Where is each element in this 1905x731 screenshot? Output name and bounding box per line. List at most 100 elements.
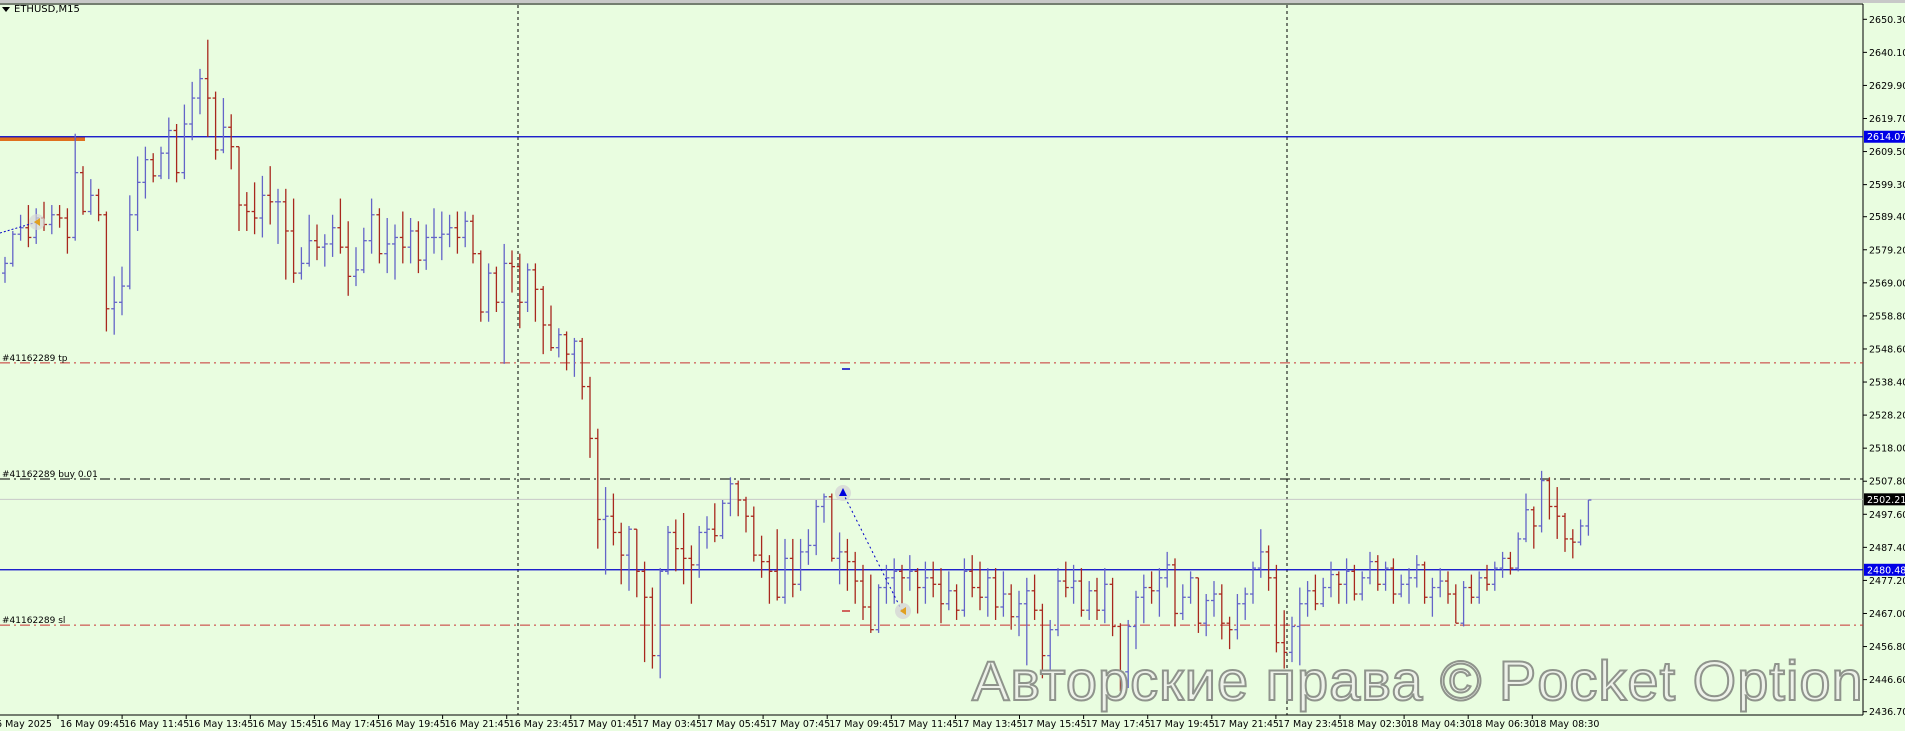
ohlc-bar: [1523, 493, 1529, 543]
ohlc-bar: [743, 496, 749, 533]
ohlc-bar: [337, 198, 344, 254]
ohlc-bar: [532, 263, 539, 322]
ohlc-bar: [1328, 561, 1334, 598]
ohlc-bar: [1016, 590, 1022, 637]
ohlc-bar: [1086, 581, 1093, 620]
time-tick-label: 18 May 04:30: [1406, 719, 1471, 730]
ohlc-bar: [415, 221, 422, 274]
ohlc-bar: [1515, 532, 1522, 572]
ohlc-bar: [329, 214, 336, 257]
ohlc-bar: [1179, 584, 1186, 620]
ohlc-bar: [992, 568, 999, 620]
ohlc-bar: [470, 214, 476, 264]
ohlc-bar: [282, 188, 289, 280]
ohlc-bar: [134, 156, 141, 231]
ohlc-bar: [1039, 603, 1046, 679]
ohlc-bar: [1055, 568, 1061, 637]
ohlc-bar: [204, 39, 211, 137]
ohlc-bar: [1226, 616, 1233, 650]
ohlc-bar: [1538, 470, 1545, 533]
time-tick-label: 17 May 07:45: [765, 719, 830, 730]
ohlc-bar: [844, 538, 851, 591]
ohlc-bar: [384, 218, 391, 274]
time-tick-label: 18 May 06:30: [1470, 719, 1535, 730]
ohlc-bar: [1242, 587, 1249, 620]
ohlc-bar: [438, 211, 445, 261]
ohlc-bar: [688, 545, 695, 604]
trade-history-line: [842, 492, 903, 612]
ohlc-bar: [267, 166, 274, 225]
ohlc-bar: [563, 331, 570, 371]
ohlc-bar: [891, 558, 898, 604]
time-tick-label: 16 May 19:45: [381, 719, 446, 730]
dropdown-triangle-icon[interactable]: [2, 6, 10, 12]
ohlc-bar: [1187, 571, 1194, 604]
price-tag-label: 2480.48: [1867, 565, 1905, 576]
price-tick-label: 2548.60: [1869, 344, 1905, 355]
ohlc-bar: [571, 337, 578, 377]
ohlc-bar: [1429, 577, 1436, 617]
ohlc-bar: [1343, 558, 1350, 604]
ohlc-bar: [899, 564, 905, 604]
time-tick-label: 16 May 15:45: [252, 719, 317, 730]
ohlc-bar: [1218, 584, 1225, 640]
ohlc-bar: [945, 571, 952, 611]
ohlc-bar: [953, 584, 960, 620]
ohlc-bar: [610, 493, 617, 546]
price-tick-label: 2629.90: [1869, 81, 1905, 92]
time-tick-label: 16 May 09:45: [60, 719, 125, 730]
price-tag-background: [1864, 493, 1905, 506]
ohlc-bar: [969, 555, 976, 598]
buy-order-label: #41162289 buy 0.01: [2, 470, 98, 480]
ohlc-bar: [587, 376, 593, 458]
ohlc-bar: [758, 535, 765, 578]
ohlc-bar: [1008, 584, 1015, 630]
ohlc-bar: [1257, 529, 1264, 578]
ohlc-bar: [602, 487, 609, 575]
time-tick-label: 16 May 17:45: [316, 719, 381, 730]
ohlc-bar: [345, 221, 352, 296]
ohlc-bar: [680, 512, 687, 585]
ohlc-bar: [735, 480, 742, 517]
ohlc-bar: [1289, 616, 1295, 663]
ohlc-bar: [805, 529, 812, 565]
ohlc-bar: [633, 528, 640, 598]
close-arrow-icon: [34, 218, 40, 226]
ohlc-bar: [165, 117, 172, 180]
ohlc-bar: [158, 146, 164, 180]
price-tag-label: 2614.07: [1867, 132, 1905, 143]
ohlc-bar: [228, 114, 235, 170]
ohlc-bar: [1078, 568, 1085, 617]
ohlc-bar: [1000, 571, 1007, 617]
ohlc-bar: [126, 195, 133, 290]
ohlc-bar: [711, 503, 718, 543]
ohlc-bar: [17, 214, 24, 241]
ohlc-bar: [930, 561, 937, 598]
ohlc-bar: [1281, 610, 1288, 669]
ohlc-bar: [423, 224, 430, 270]
ohlc-bar: [259, 175, 266, 238]
ohlc-bar: [782, 538, 788, 604]
ohlc-bar: [509, 250, 515, 293]
time-tick-label: 17 May 21:45: [1214, 719, 1279, 730]
ohlc-bar: [883, 564, 890, 604]
ohlc-bar: [80, 166, 86, 215]
ohlc-bar: [836, 532, 843, 585]
price-tick-label: 2528.20: [1869, 411, 1905, 422]
ohlc-bar: [493, 266, 500, 313]
price-tick-label: 2507.80: [1869, 477, 1905, 488]
ohlc-bar: [774, 529, 781, 601]
ohlc-bar: [103, 211, 110, 332]
ohlc-bar: [938, 568, 944, 624]
ohlc-bar: [431, 208, 437, 254]
ohlc-bar: [48, 205, 55, 235]
ohlc-bar: [665, 525, 671, 575]
ohlc-bar: [298, 247, 305, 280]
ohlc-bar: [1312, 574, 1319, 611]
top-frame: [0, 0, 1905, 3]
time-tick-label: 17 May 17:45: [1086, 719, 1151, 730]
ohlc-bar: [1133, 590, 1139, 650]
ohlc-bar: [2, 256, 8, 283]
ohlc-bar: [9, 230, 16, 267]
